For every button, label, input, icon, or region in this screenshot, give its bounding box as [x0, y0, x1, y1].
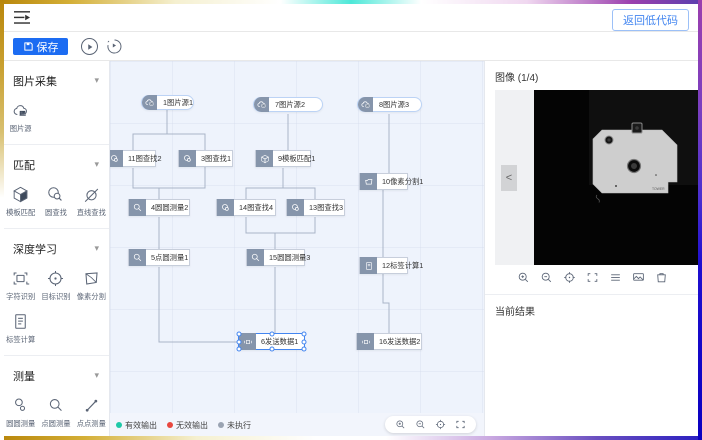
svg-text:TOWER: TOWER: [652, 187, 665, 191]
